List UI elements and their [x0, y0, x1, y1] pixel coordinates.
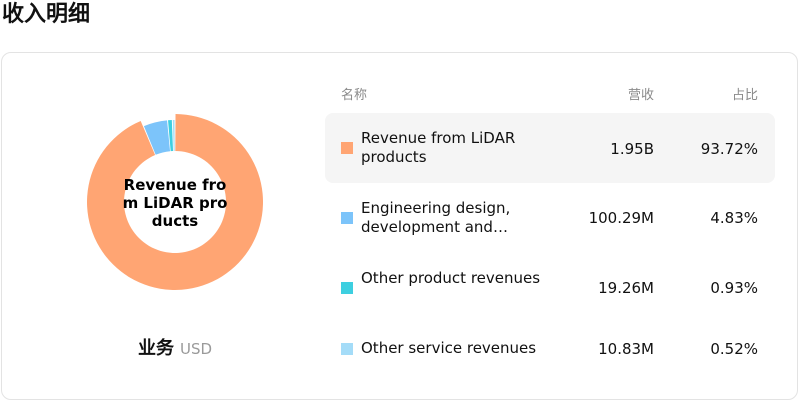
donut-chart — [87, 114, 263, 290]
row-revenue: 19.26M — [598, 279, 654, 297]
table-row[interactable]: Engineering design, development and vali… — [325, 183, 775, 253]
row-share: 0.52% — [710, 340, 758, 358]
currency-unit: USD — [179, 340, 213, 358]
row-share: 4.83% — [710, 209, 758, 227]
revenue-card — [1, 52, 798, 400]
donut-slice[interactable] — [168, 120, 174, 152]
legend-swatch — [341, 142, 353, 154]
chart-caption: 业务 USD — [0, 337, 350, 361]
row-name: Other product revenues — [361, 269, 541, 287]
legend-swatch — [341, 343, 353, 355]
row-name: Other service revenues — [361, 339, 537, 357]
donut-slice[interactable] — [172, 120, 175, 152]
row-name: Engineering design, development and vali… — [361, 199, 511, 236]
legend-swatch — [341, 212, 353, 224]
column-header-name: 名称 — [341, 88, 368, 103]
column-header-revenue: 营收 — [627, 88, 654, 103]
row-revenue: 100.29M — [588, 209, 654, 227]
legend-swatch — [341, 282, 353, 294]
page-title: 收入明细 — [2, 2, 91, 27]
donut-center-label: Revenue from LiDAR products — [122, 176, 228, 230]
chart-caption-label: 业务 — [137, 338, 174, 359]
row-revenue: 1.95B — [610, 140, 654, 158]
column-header-share: 占比 — [731, 88, 758, 103]
donut-slice[interactable] — [143, 120, 171, 155]
donut-slice[interactable] — [87, 114, 263, 290]
row-share: 0.93% — [710, 279, 758, 297]
table-row[interactable]: Other service revenues 10.83M 0.52% — [325, 323, 775, 393]
row-share: 93.72% — [700, 140, 758, 158]
table-row[interactable]: Revenue from LiDAR products 1.95B 93.72% — [325, 113, 775, 183]
row-name: Revenue from LiDAR products — [361, 129, 516, 166]
table-row[interactable]: Other product revenues 19.26M 0.93% — [325, 253, 775, 323]
row-revenue: 10.83M — [598, 340, 654, 358]
